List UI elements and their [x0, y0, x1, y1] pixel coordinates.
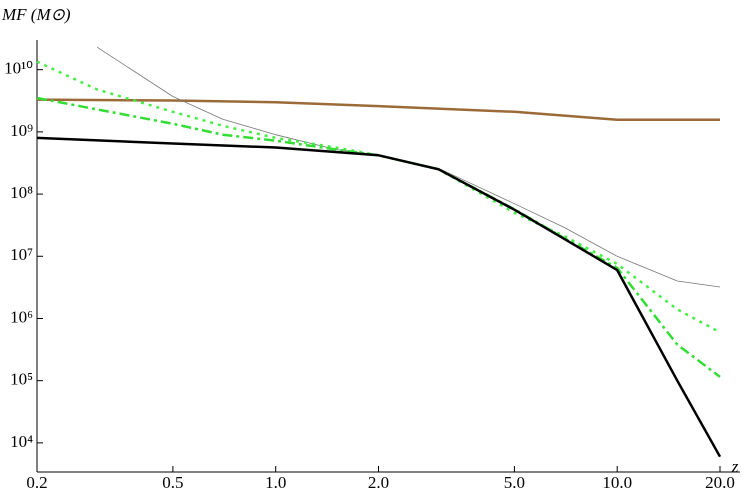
- y-tick-label: 10⁹: [10, 121, 33, 140]
- y-tick-label: 10⁵: [10, 370, 33, 389]
- x-tick-label: 0.2: [26, 473, 47, 492]
- y-tick-label: 10¹⁰: [4, 59, 33, 78]
- x-tick-label: 10.0: [602, 473, 632, 492]
- series-line: [36, 136, 722, 458]
- series-line: [36, 98, 720, 121]
- y-tick-label: 10⁸: [10, 183, 33, 202]
- y-tick-label: 10⁶: [10, 307, 33, 326]
- x-tick-label: 1.0: [265, 473, 286, 492]
- series-line: [36, 60, 721, 334]
- series-line: [36, 96, 721, 378]
- x-tick-label: 2.0: [368, 473, 389, 492]
- x-tick-label: 20.0: [705, 473, 735, 492]
- x-tick-label: 5.0: [504, 473, 525, 492]
- series-line: [96, 46, 721, 288]
- y-axis-label: MF (M⊙): [1, 5, 71, 24]
- x-axis-label: z: [731, 457, 739, 476]
- y-tick-label: 10⁴: [10, 432, 33, 451]
- y-tick-label: 10⁷: [10, 245, 33, 264]
- x-tick-label: 0.5: [162, 473, 183, 492]
